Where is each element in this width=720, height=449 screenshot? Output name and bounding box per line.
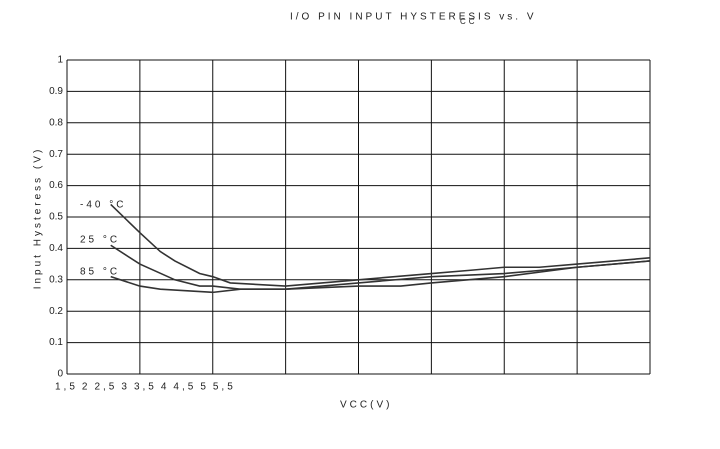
y-tick-label: 0.3	[49, 274, 63, 285]
y-tick-label: 0.4	[49, 243, 63, 254]
x-tick-label: 2	[82, 382, 91, 393]
x-tick-label: 3	[121, 382, 130, 393]
chart-title-subscript: CC	[460, 17, 478, 26]
y-tick-label: 0.9	[49, 86, 63, 97]
x-tick-label: 5	[200, 382, 209, 393]
y-axis-label: Input Hysteress (V)	[33, 147, 44, 290]
x-tick-label: 5,5	[213, 382, 236, 393]
x-tick-label: 2,5	[94, 382, 117, 393]
x-tick-label: 4,5	[173, 382, 196, 393]
y-tick-label: 0.8	[49, 117, 63, 128]
y-tick-label: 0.7	[49, 149, 63, 160]
series-label: 85 °C	[80, 267, 120, 278]
y-tick-label: 0.5	[49, 212, 63, 223]
y-tick-label: 0	[57, 369, 63, 380]
y-tick-label: 0.6	[49, 180, 63, 191]
x-tick-label: 1,5	[55, 382, 78, 393]
series-label: 25 °C	[80, 235, 120, 246]
chart-title: I/O PIN INPUT HYSTERESIS vs. V	[290, 12, 537, 23]
series-line	[110, 260, 651, 294]
series-label: -40 °C	[80, 200, 126, 211]
y-tick-label: 0.1	[49, 337, 63, 348]
y-tick-label: 0.2	[49, 306, 63, 317]
y-tick-label: 1	[57, 55, 63, 66]
x-tick-label: 3,5	[134, 382, 157, 393]
x-tick-label: 4	[161, 382, 170, 393]
series-line	[110, 244, 651, 291]
x-axis-label: VCC(V)	[340, 400, 392, 411]
series-line	[110, 203, 651, 287]
